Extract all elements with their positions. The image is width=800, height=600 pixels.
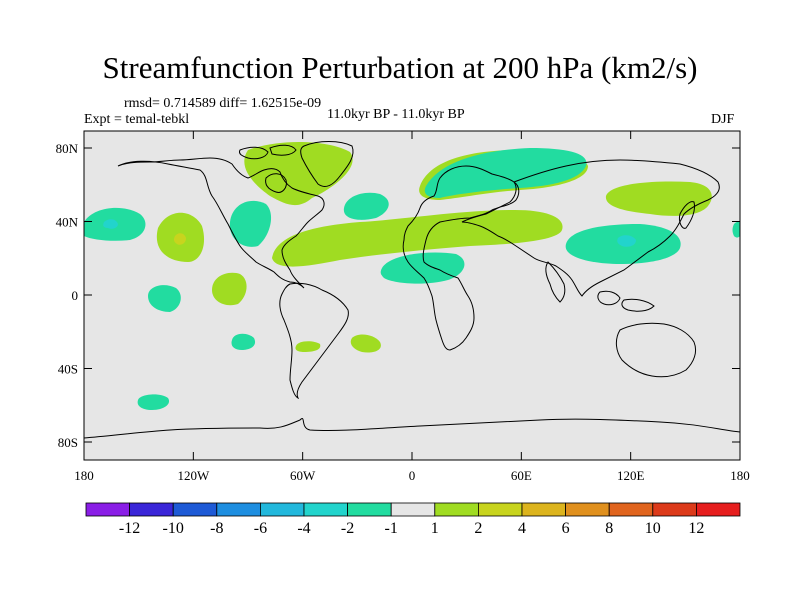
colorbar-swatch [172,502,218,517]
y-tick-label: 80N [56,141,79,156]
colorbar-label: -4 [297,520,310,537]
colorbar-swatch [303,502,348,517]
positive-region-north-pacific-west [605,181,712,216]
colorbar-label: 4 [518,520,526,537]
colorbar-label: -1 [385,520,398,537]
y-tick-label: 40N [56,215,79,230]
orange-spot-pacific [173,233,186,245]
asia-coast [461,159,720,297]
x-tick-label: 60W [290,468,316,483]
coastlines [84,141,740,439]
negative-region-eurasia [424,148,587,198]
y-tick-label: 80S [58,435,78,450]
experiment-label: Expt = temal-tebkl [84,112,190,127]
y-tick-label: 40S [58,362,78,377]
japan-coast [679,201,695,229]
stats-label: rmsd= 0.714589 diff= 1.62515e-09 [124,96,322,111]
light-blue-spot-east-asia [617,235,636,247]
australia-coast [615,322,697,378]
colorbar-label: 10 [645,520,661,537]
positive-region-south-atlantic [350,334,381,353]
colorbar-label: 6 [562,520,570,537]
colorbar-swatch [390,502,436,517]
season-label: DJF [711,112,735,127]
negative-region-north-atlantic [343,192,389,220]
y-tick-label: 0 [72,288,79,303]
period-label: 11.0kyr BP - 11.0kyr BP [327,107,465,122]
positive-region-atlantic-band [272,210,563,267]
positive-region-south-america [295,341,321,352]
x-tick-label: 0 [409,468,416,483]
colorbar-label: -2 [341,520,354,537]
hudson-bay [265,173,287,193]
colorbar-swatch [521,502,566,517]
negative-region-tropical-pacific [148,285,181,312]
europe-africa-coast [402,165,520,351]
colorbar-label: -8 [210,520,223,537]
negative-region-dateline-east [732,221,740,238]
colorbar: -12 -10 -8 -6 -4 -2 -1 1 2 4 6 8 10 12 [85,502,741,537]
x-tick-label: 60E [511,468,532,483]
x-axis: 180 120W 60W 0 60E 120E 180 [74,131,750,483]
negative-region-africa [380,252,465,284]
colorbar-label: 1 [431,520,439,537]
map-background [84,131,740,460]
india-coast [545,261,566,303]
colorbar-label: -10 [163,520,184,537]
colorbar-swatch [652,502,697,517]
colorbar-label: 12 [688,520,704,537]
light-blue-spot-pacific [103,219,118,229]
south-america-coast [279,282,349,400]
positive-region-canada [244,141,353,206]
colorbar-swatch [565,502,610,517]
colorbar-swatch [85,502,130,517]
colorbar-label: 2 [474,520,482,537]
arctic-islands [239,144,297,160]
positive-region-tropical-atlantic [212,272,247,306]
colorbar-swatch [129,502,174,517]
plot-title: Streamfunction Perturbation at 200 hPa (… [102,50,698,85]
colorbar-swatch [216,502,261,517]
negative-region-north-america [229,200,272,247]
antarctica-coast [84,418,740,439]
x-tick-label: 180 [74,468,94,483]
colorbar-label: -12 [119,520,140,537]
negative-region-south-pacific [231,333,256,350]
colorbar-label: 8 [605,520,613,537]
southeast-asia-islands [597,290,655,312]
colorbar-label: -6 [254,520,267,537]
anomaly-contours [84,141,740,410]
colorbar-swatch [434,502,479,517]
north-america-coast [117,157,325,289]
greenland-coast [300,141,354,187]
x-tick-label: 180 [730,468,750,483]
negative-region-southern-pacific [137,394,170,410]
colorbar-swatch [696,502,741,517]
y-axis: 80N 40N 0 40S 80S [56,141,740,450]
colorbar-swatch [259,502,305,517]
x-tick-label: 120W [177,468,210,483]
x-tick-label: 120E [617,468,645,483]
colorbar-swatch [347,502,392,517]
colorbar-swatch [608,502,654,517]
colorbar-swatch [477,502,523,517]
